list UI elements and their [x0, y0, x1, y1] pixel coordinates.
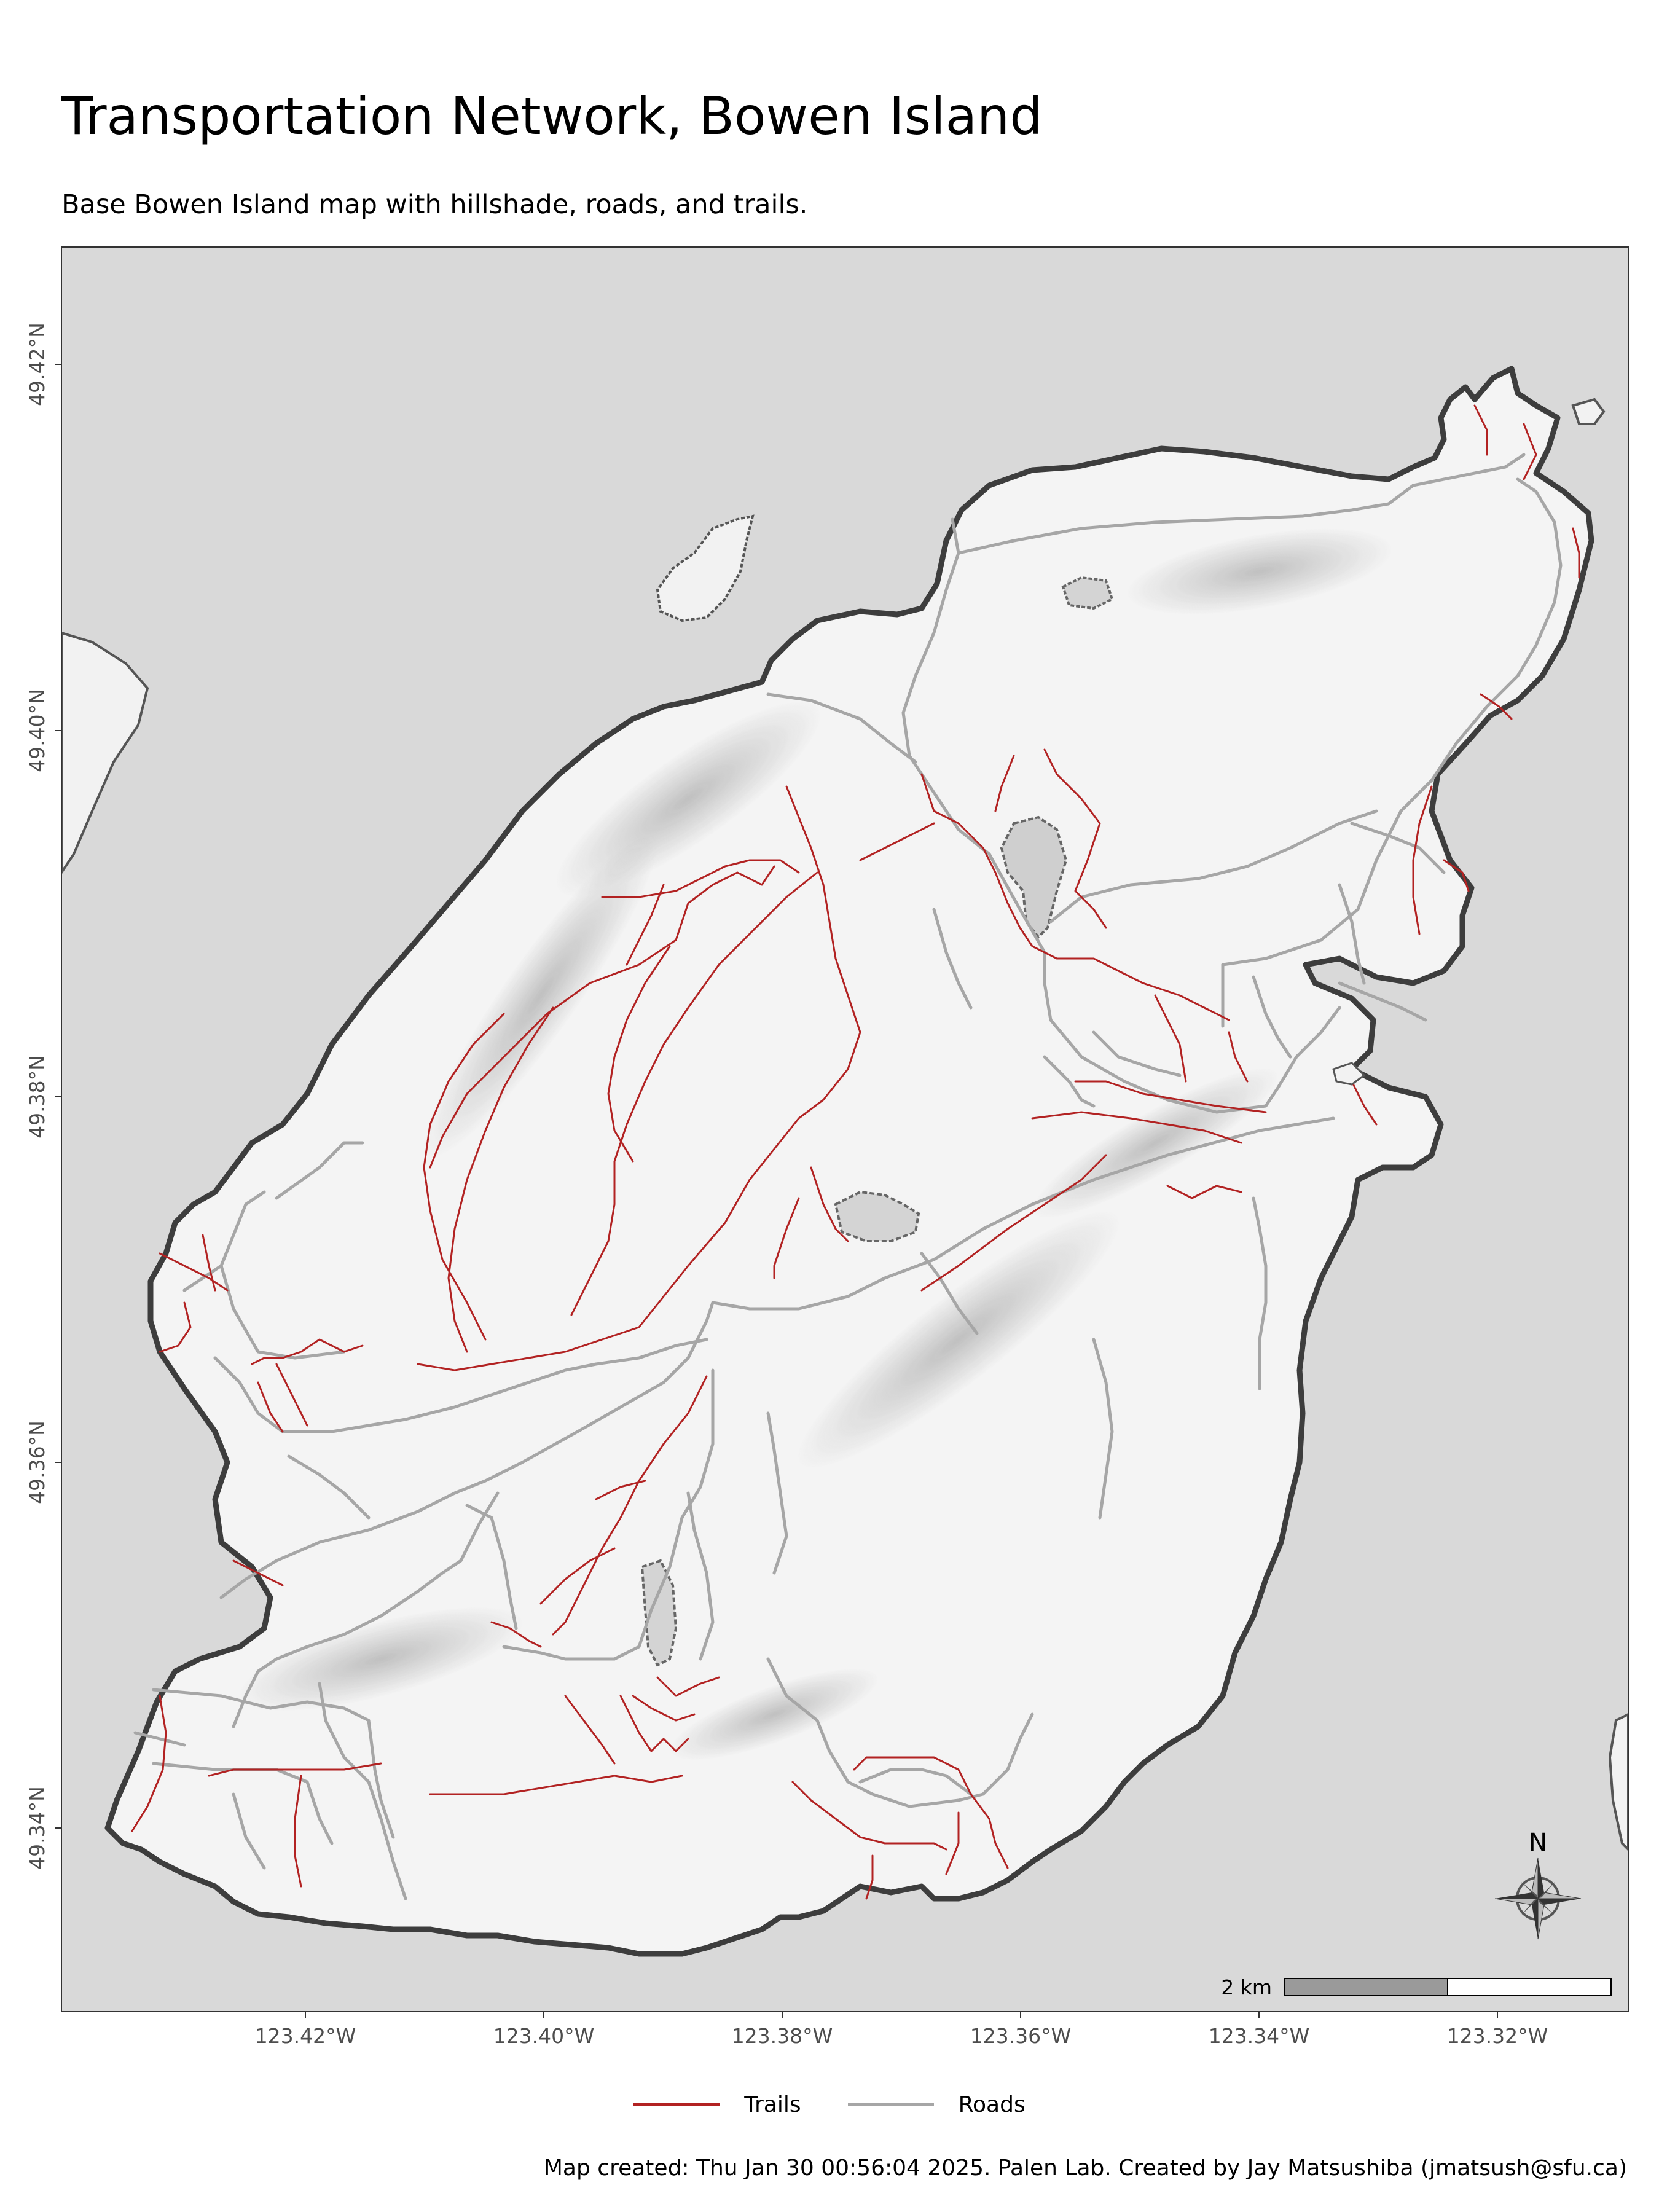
scale-bar-label: 2 km — [1221, 1975, 1272, 1999]
y-tick-label: 49.36°N — [25, 1421, 49, 1504]
legend-key-trails — [633, 2103, 720, 2106]
map-title: Transportation Network, Bowen Island — [61, 86, 1043, 146]
panel-border — [61, 246, 1629, 2012]
y-tick-label: 49.38°N — [25, 1055, 49, 1139]
hillshade-layer — [238, 528, 1393, 1760]
north-arrow: N — [1494, 1829, 1582, 1940]
x-tick-label: 123.42°W — [255, 2024, 356, 2048]
islet-snug-cove — [1332, 1062, 1366, 1086]
small-lake-north — [1061, 576, 1114, 610]
neighbor-island-west — [61, 631, 149, 875]
x-axis: 123.42°W 123.40°W 123.38°W 123.36°W 123.… — [255, 2012, 1548, 2048]
legend: Trails Roads — [0, 2086, 1659, 2123]
scale-bar: 2 km — [1221, 1975, 1612, 1999]
x-tick-label: 123.32°W — [1447, 2024, 1548, 2048]
legend-item-trails: Trails — [633, 2092, 801, 2117]
x-tick-label: 123.38°W — [732, 2024, 833, 2048]
map-subtitle: Base Bowen Island map with hillshade, ro… — [61, 189, 808, 220]
legend-key-roads — [847, 2103, 934, 2106]
north-label: N — [1529, 1829, 1547, 1857]
x-tick-label: 123.40°W — [493, 2024, 595, 2048]
map-panel — [61, 247, 1628, 2012]
islet-north-east — [1571, 398, 1606, 425]
legend-label: Trails — [744, 2092, 801, 2117]
map-caption: Map created: Thu Jan 30 00:56:04 2025. P… — [543, 2155, 1627, 2181]
y-tick-label: 49.40°N — [25, 689, 49, 772]
killarney-lake — [1000, 815, 1068, 939]
bowen-island-land — [104, 366, 1594, 1957]
trails-layer — [131, 404, 1580, 1900]
neighbor-island-north — [656, 514, 755, 622]
x-tick-label: 123.36°W — [970, 2024, 1072, 2048]
compass-rose-icon — [1494, 1857, 1582, 1940]
y-tick-label: 49.34°N — [25, 1786, 49, 1870]
y-axis: 49.42°N 49.40°N 49.38°N 49.36°N 49.34°N — [25, 323, 61, 1870]
legend-label: Roads — [958, 2092, 1026, 2117]
roads-layer — [133, 453, 1563, 1900]
y-tick-label: 49.42°N — [25, 323, 49, 406]
x-tick-label: 123.34°W — [1209, 2024, 1310, 2048]
legend-item-roads: Roads — [847, 2092, 1026, 2117]
neighbor-island-east — [1608, 1712, 1628, 1851]
grafton-lake — [834, 1190, 920, 1242]
